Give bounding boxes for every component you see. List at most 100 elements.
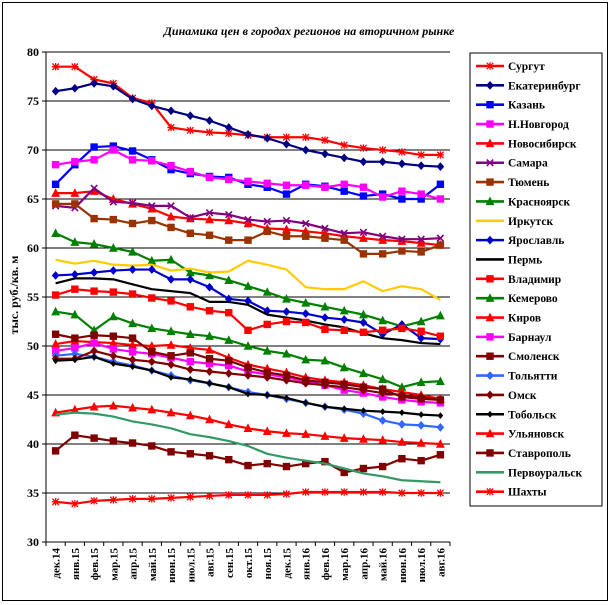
data-point [282, 375, 291, 385]
legend-label: Казань [508, 100, 545, 112]
data-point [416, 238, 426, 247]
data-point [378, 488, 387, 496]
data-point [51, 161, 60, 169]
data-point [301, 378, 310, 388]
data-point [205, 270, 214, 280]
data-point [398, 235, 406, 243]
legend-label: Красноярск [508, 196, 570, 208]
data-point [187, 375, 194, 383]
y-tick-label: 55 [27, 290, 39, 304]
legend-label: Тольятти [508, 371, 558, 383]
data-point [205, 128, 214, 137]
data-point [436, 451, 445, 459]
legend-item: Первоуральск [476, 467, 583, 479]
data-point [320, 431, 330, 440]
data-point [244, 371, 252, 380]
data-point [70, 83, 79, 93]
data-point [186, 493, 194, 501]
y-tick-label: 70 [27, 143, 39, 157]
data-point [167, 223, 175, 232]
data-point [486, 371, 494, 380]
data-point [128, 94, 137, 104]
series-Иркутск [55, 258, 441, 301]
x-tick-label: фев.15 [89, 548, 101, 581]
data-point [225, 455, 233, 464]
data-point [321, 488, 329, 496]
data-point [128, 265, 137, 274]
chart-title: Динамика цен в городах регионов на втори… [163, 24, 455, 38]
data-point [205, 173, 214, 182]
data-point [109, 288, 118, 296]
data-point [225, 308, 233, 317]
data-point [485, 293, 495, 302]
data-point [341, 405, 348, 413]
data-point [186, 303, 194, 311]
y-tick-label: 50 [27, 339, 39, 353]
data-point [148, 202, 156, 210]
data-point [359, 192, 368, 200]
data-point [339, 433, 349, 442]
data-point [205, 307, 214, 315]
data-point [417, 421, 426, 430]
x-tick-label: янв.16 [301, 548, 313, 580]
legend-item: Ярославль [476, 235, 564, 247]
data-point [186, 111, 195, 121]
legend-item: Самара [476, 158, 548, 170]
legend-label: Пермь [508, 254, 542, 266]
data-point [51, 200, 60, 208]
legend-label: Ульяновск [508, 429, 564, 441]
legend: Сургут Екатеринбург Казань Н.Новгород Новоси… [469, 52, 603, 507]
data-point [109, 345, 118, 353]
data-point [128, 147, 137, 155]
data-point [282, 216, 291, 225]
data-point [90, 339, 98, 347]
legend-item: Иркутск [476, 216, 553, 228]
data-point [167, 360, 175, 369]
data-point [378, 157, 387, 167]
data-point [263, 133, 272, 143]
data-point [378, 374, 388, 384]
data-point [282, 294, 291, 303]
legend-label: Новосибирск [508, 138, 577, 150]
data-point [418, 411, 424, 418]
data-point [282, 139, 291, 149]
data-point [262, 346, 272, 355]
data-point [301, 219, 310, 228]
data-point [282, 490, 291, 498]
data-point [109, 496, 118, 504]
data-point [359, 157, 368, 167]
data-point [128, 355, 137, 365]
data-point [486, 275, 494, 283]
data-point [109, 198, 118, 206]
legend-item: Пермь [476, 254, 542, 266]
data-point [487, 410, 493, 418]
data-point [398, 390, 406, 400]
data-point [90, 143, 98, 151]
data-point [340, 326, 348, 335]
legend-item: Шахты [476, 487, 546, 499]
data-point [359, 318, 368, 327]
data-point [320, 355, 330, 365]
data-point [52, 357, 59, 365]
data-point [359, 233, 368, 242]
data-point [205, 452, 214, 460]
series-Тюмень [51, 200, 445, 258]
data-point [166, 254, 176, 264]
data-point [436, 195, 445, 203]
data-point [264, 391, 271, 399]
y-tick-label: 40 [27, 437, 39, 451]
data-point [485, 428, 495, 438]
x-tick-label: мар.15 [108, 548, 120, 581]
data-point [90, 287, 98, 295]
data-point [70, 188, 80, 197]
data-point [321, 136, 329, 144]
data-point [283, 394, 290, 402]
data-point [282, 317, 291, 326]
legend-item: Киров [476, 313, 541, 325]
data-point [398, 159, 406, 169]
data-point [205, 367, 214, 376]
data-point [71, 500, 79, 508]
data-point [70, 270, 79, 279]
data-point [109, 332, 118, 340]
data-point [186, 213, 195, 222]
